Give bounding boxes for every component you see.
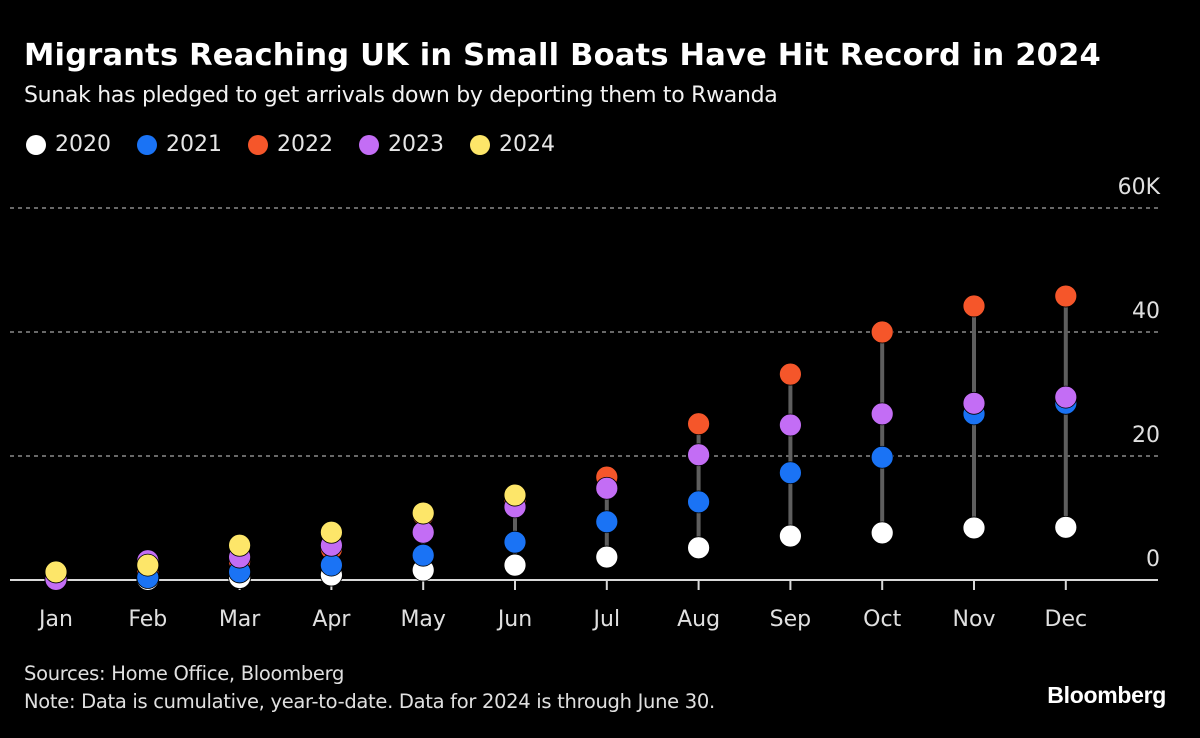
- x-tick-label: Jul: [592, 607, 621, 632]
- data-point-2020-nov: [962, 516, 986, 540]
- x-tick-label: Jun: [496, 607, 532, 632]
- bloomberg-logo: Bloomberg: [1047, 682, 1166, 708]
- data-note: Note: Data is cumulative, year-to-date. …: [24, 690, 715, 713]
- x-tick-label: Sep: [770, 607, 811, 632]
- data-point-2024-jun: [503, 483, 527, 507]
- sources-note: Sources: Home Office, Bloomberg: [24, 662, 345, 685]
- data-point-2024-feb: [136, 553, 160, 577]
- data-point-2022-nov: [962, 294, 986, 318]
- x-axis: [10, 579, 1158, 590]
- data-point-2021-sep: [779, 461, 802, 485]
- data-point-2024-apr: [319, 520, 343, 544]
- data-point-2020-dec: [1054, 515, 1078, 539]
- legend-dot-2023: [359, 134, 379, 155]
- legend-dot-2021: [137, 134, 157, 155]
- data-point-2022-sep: [779, 362, 802, 386]
- data-point-2021-jun: [503, 530, 527, 554]
- x-tick-label: Oct: [863, 607, 901, 632]
- legend-dot-2020: [26, 134, 46, 155]
- data-point-2022-dec: [1054, 284, 1078, 308]
- data-point-2021-may: [411, 543, 435, 567]
- data-point-2024-mar: [228, 533, 252, 557]
- data-point-2023-sep: [779, 413, 802, 437]
- x-tick-label: Feb: [128, 607, 167, 632]
- data-point-2023-may: [411, 520, 435, 544]
- legend-item-2020: 2020: [26, 132, 111, 157]
- x-tick-label: Aug: [677, 607, 720, 632]
- x-tick-label: May: [400, 607, 445, 632]
- data-point-2021-aug: [687, 490, 710, 514]
- legend-label-2022: 2022: [277, 132, 333, 157]
- data-point-2021-jul: [595, 510, 619, 534]
- y-tick-label: 40: [1132, 299, 1160, 324]
- data-point-2020-sep: [779, 524, 802, 548]
- data-points: [44, 284, 1078, 591]
- footer: Sources: Home Office, Bloomberg Note: Da…: [24, 660, 715, 716]
- y-tick-label: 60K: [1118, 175, 1161, 200]
- x-tick-label: Mar: [219, 607, 261, 632]
- y-tick-label: 0: [1146, 547, 1160, 572]
- gridlines: [10, 207, 1158, 457]
- data-point-2022-aug: [687, 412, 710, 436]
- data-point-2021-oct: [870, 445, 894, 469]
- x-tick-label: Dec: [1045, 607, 1088, 632]
- chart-subtitle: Sunak has pledged to get arrivals down b…: [24, 83, 778, 108]
- legend-item-2023: 2023: [359, 132, 444, 157]
- data-point-2021-apr: [319, 553, 343, 577]
- data-point-2023-aug: [687, 443, 710, 467]
- data-point-2020-oct: [870, 521, 894, 545]
- data-point-2024-jan: [44, 560, 68, 584]
- y-axis-labels: 0 20 40 60K: [1118, 175, 1161, 572]
- data-point-2023-jul: [595, 476, 619, 500]
- data-point-2023-dec: [1054, 385, 1078, 409]
- data-point-2022-oct: [870, 320, 894, 344]
- x-tick-label: Apr: [312, 607, 351, 632]
- data-point-2020-jul: [595, 545, 619, 569]
- data-point-2020-aug: [687, 536, 710, 560]
- legend-dot-2024: [470, 134, 490, 155]
- legend-label-2024: 2024: [499, 132, 555, 157]
- legend-label-2021: 2021: [166, 132, 222, 157]
- data-point-2023-nov: [962, 391, 986, 415]
- x-tick-label: Jan: [37, 607, 73, 632]
- data-point-2024-may: [411, 501, 435, 525]
- chart-title: Migrants Reaching UK in Small Boats Have…: [24, 38, 1101, 73]
- range-stems: [54, 296, 1068, 580]
- legend-label-2020: 2020: [55, 132, 111, 157]
- legend-item-2022: 2022: [248, 132, 333, 157]
- data-point-2023-oct: [870, 402, 894, 426]
- legend-label-2023: 2023: [388, 132, 444, 157]
- y-tick-label: 20: [1132, 423, 1160, 448]
- data-point-2020-jun: [503, 553, 527, 577]
- x-tick-label: Nov: [953, 607, 996, 632]
- legend-item-2021: 2021: [137, 132, 222, 157]
- legend-item-2024: 2024: [470, 132, 555, 157]
- legend-dot-2022: [248, 134, 268, 155]
- x-axis-labels: Jan Feb Mar Apr May Jun Jul Aug Sep Oct Nov Dec: [37, 607, 1087, 632]
- legend: 2020 2021 2022 2023 2024: [26, 132, 581, 157]
